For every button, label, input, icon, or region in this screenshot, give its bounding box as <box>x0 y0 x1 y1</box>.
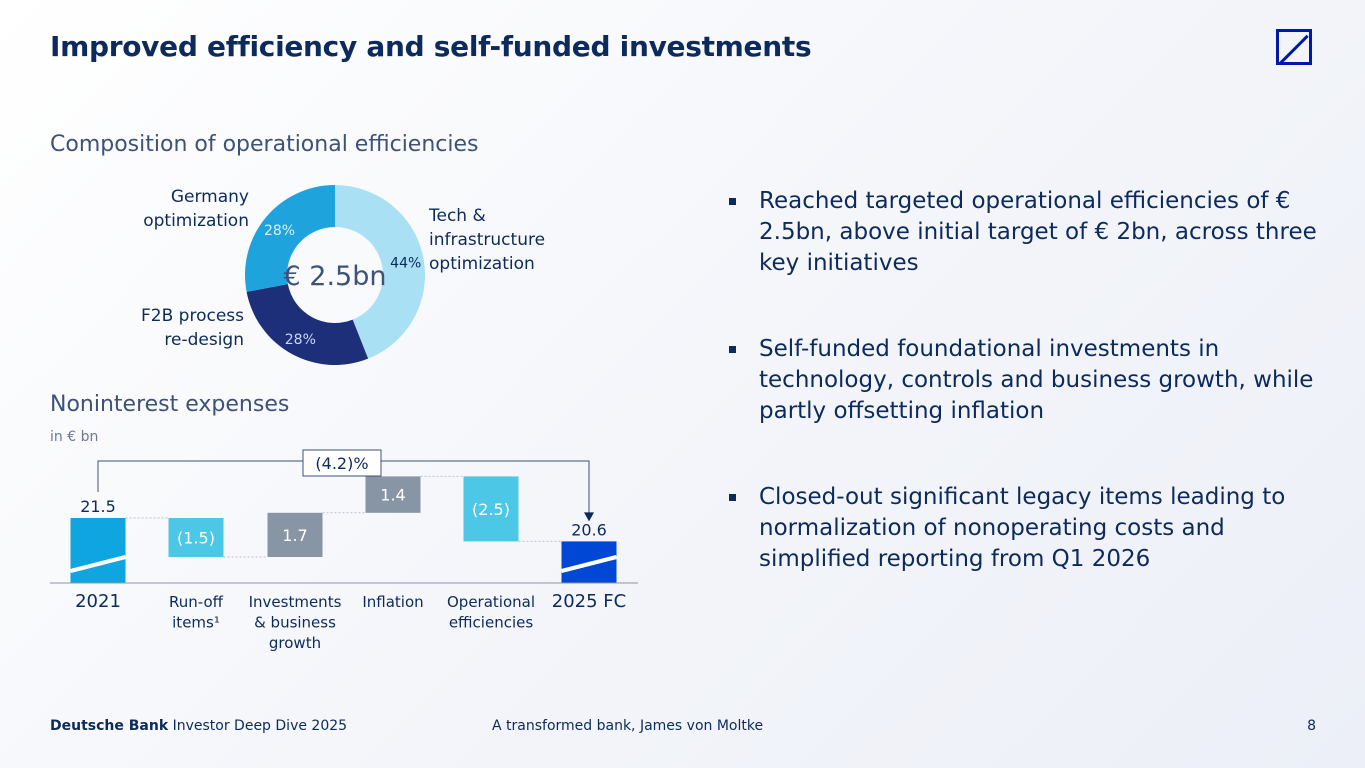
page-title: Improved efficiency and self-funded inve… <box>50 30 812 63</box>
change-label-box <box>302 449 382 477</box>
donut-category-label-tech: Tech & infrastructure optimization <box>429 204 545 276</box>
donut-section-title: Composition of operational efficiencies <box>50 132 479 157</box>
waterfall-value-label: 21.5 <box>80 497 116 516</box>
waterfall-category-label: Operational <box>447 593 535 611</box>
waterfall-category-label: 2025 FC <box>552 591 626 612</box>
waterfall-value-label: (2.5) <box>472 500 510 519</box>
donut-chart: 44% 28% 28% € 2.5bn <box>245 185 426 365</box>
donut-value-label: 28% <box>264 223 295 239</box>
donut-slice <box>245 185 335 292</box>
change-label: (4.2)% <box>315 454 368 473</box>
waterfall-category-label: Inflation <box>362 593 423 611</box>
bullet-item: Reached targeted operational efficiencie… <box>727 186 1317 279</box>
waterfall-category-label: items¹ <box>172 614 220 632</box>
waterfall-bar <box>168 518 224 557</box>
change-bracket-arrow <box>584 512 594 522</box>
donut-category-label-line: optimization <box>429 254 535 274</box>
donut-slice <box>335 185 426 359</box>
waterfall-value-label: 20.6 <box>571 520 607 539</box>
donut-category-label-line: re-design <box>164 330 244 350</box>
donut-category-label-line: optimization <box>143 211 249 231</box>
donut-category-label-line: Tech & <box>429 206 486 226</box>
waterfall-bar <box>365 476 421 513</box>
waterfall-category-label: efficiencies <box>449 614 534 632</box>
waterfall-bar <box>267 512 323 557</box>
donut-slice <box>246 283 369 365</box>
footer-center: A transformed bank, James von Moltke <box>492 718 764 734</box>
donut-category-label-germany: Germany optimization <box>100 185 249 233</box>
donut-value-label: 28% <box>285 332 316 348</box>
donut-category-label-line: Germany <box>170 187 249 207</box>
waterfall-category-label: growth <box>269 634 321 652</box>
waterfall-category-label: Investments <box>249 593 342 611</box>
waterfall-value-label: (1.5) <box>177 529 215 548</box>
waterfall-value-label: 1.7 <box>282 526 307 545</box>
axis-break-mark <box>561 555 617 573</box>
waterfall-category-label: Run-off <box>169 593 224 611</box>
bullet-item: Closed-out significant legacy items lead… <box>727 482 1317 575</box>
waterfall-unit-label: in € bn <box>50 429 99 445</box>
donut-value-label: 44% <box>390 256 421 272</box>
donut-category-label-f2b: F2B process re-design <box>100 304 244 352</box>
bullet-list: Reached targeted operational efficiencie… <box>727 186 1317 630</box>
donut-center-label: € 2.5bn <box>284 261 387 292</box>
bullet-item: Self-funded foundational investments in … <box>727 334 1317 427</box>
waterfall-category-label: & business <box>254 614 336 632</box>
waterfall-bar <box>463 476 519 542</box>
waterfall-value-label: 1.4 <box>380 486 405 505</box>
donut-category-label-line: F2B process <box>141 306 244 326</box>
waterfall-category-label: 2021 <box>75 591 121 612</box>
footer-left: Deutsche Bank Investor Deep Dive 2025 <box>50 718 347 734</box>
waterfall-section-title: Noninterest expenses <box>50 392 290 417</box>
waterfall-chart: 21.5 (1.5) 1.7 1.4 (2.5) 20.6 2021 Run-off items… <box>50 449 638 652</box>
deutsche-bank-logo-icon <box>1276 29 1312 65</box>
footer-event: Investor Deep Dive 2025 <box>172 718 348 734</box>
axis-break-mark <box>70 555 126 573</box>
donut-category-label-line: infrastructure <box>429 230 546 250</box>
page-number: 8 <box>1307 718 1316 734</box>
waterfall-bar <box>70 518 126 583</box>
footer-brand: Deutsche Bank <box>50 718 169 734</box>
